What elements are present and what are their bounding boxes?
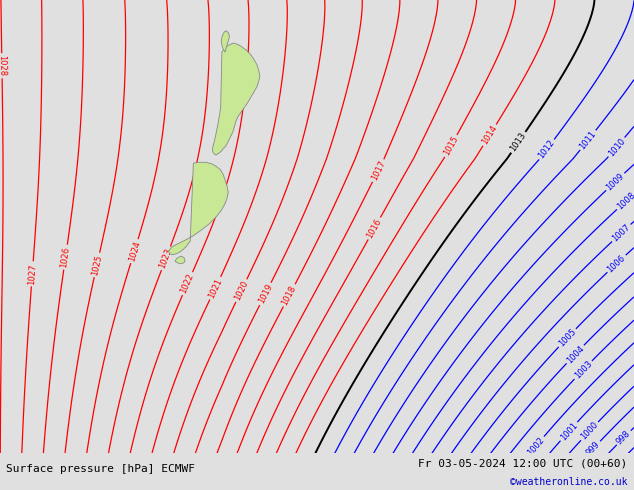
Text: 1007: 1007	[611, 222, 632, 244]
Text: Fr 03-05-2024 12:00 UTC (00+60): Fr 03-05-2024 12:00 UTC (00+60)	[418, 459, 628, 468]
Text: 1009: 1009	[604, 172, 626, 192]
Text: 1016: 1016	[365, 217, 384, 240]
Text: 1008: 1008	[615, 191, 634, 211]
Text: 1017: 1017	[370, 159, 387, 182]
Text: 1027: 1027	[27, 263, 37, 285]
Text: 1005: 1005	[557, 327, 578, 348]
Polygon shape	[221, 31, 230, 52]
Text: 1019: 1019	[257, 282, 274, 305]
Text: 1006: 1006	[605, 253, 627, 274]
Text: 1002: 1002	[526, 435, 546, 457]
Text: 1022: 1022	[179, 272, 196, 295]
Text: 1010: 1010	[606, 136, 627, 158]
Text: 1028: 1028	[0, 55, 6, 76]
Text: 999: 999	[585, 440, 602, 457]
Text: 1026: 1026	[60, 246, 72, 268]
Polygon shape	[175, 256, 185, 264]
Text: 1024: 1024	[127, 240, 142, 263]
Text: 1013: 1013	[508, 131, 528, 153]
Text: 1020: 1020	[233, 279, 250, 302]
Text: ©weatheronline.co.uk: ©weatheronline.co.uk	[510, 477, 628, 487]
Polygon shape	[169, 162, 228, 255]
Text: Surface pressure [hPa] ECMWF: Surface pressure [hPa] ECMWF	[6, 464, 195, 474]
Polygon shape	[212, 43, 260, 155]
Text: 1014: 1014	[480, 124, 499, 147]
Text: 1018: 1018	[280, 284, 298, 307]
Text: 1021: 1021	[207, 277, 224, 299]
Text: 1012: 1012	[537, 138, 557, 161]
Text: 1023: 1023	[158, 247, 174, 270]
Text: 1000: 1000	[579, 420, 600, 442]
Text: 998: 998	[615, 429, 633, 446]
Text: 1025: 1025	[90, 254, 103, 276]
Text: 1004: 1004	[565, 343, 586, 365]
Text: 1015: 1015	[442, 135, 460, 157]
Text: 1003: 1003	[573, 359, 593, 381]
Text: 1011: 1011	[578, 129, 598, 151]
Text: 1001: 1001	[559, 420, 579, 442]
